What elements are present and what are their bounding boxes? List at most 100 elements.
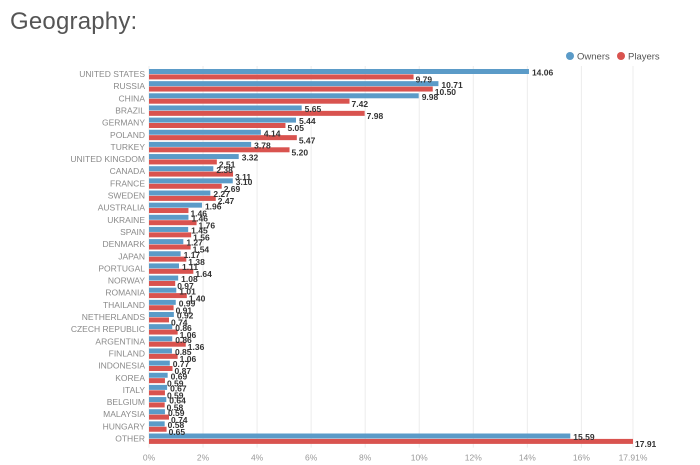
category-label: NORWAY [108, 276, 145, 286]
bar-owners[interactable] [149, 384, 168, 390]
bar-owners[interactable] [149, 397, 167, 403]
data-label: 5.05 [287, 123, 304, 133]
bar-players[interactable] [149, 438, 633, 444]
data-label: 1.76 [199, 220, 216, 230]
data-label: 1.36 [188, 342, 205, 352]
bar-owners[interactable] [149, 69, 529, 74]
category-label: CZECH REPUBLIC [71, 324, 145, 334]
bar-owners[interactable] [149, 190, 211, 196]
legend-swatch-owners[interactable] [566, 52, 574, 60]
bar-players[interactable] [149, 208, 189, 214]
category-label: BELGIUM [107, 397, 145, 407]
bar-owners[interactable] [149, 312, 174, 317]
bar-owners[interactable] [149, 141, 252, 147]
bar-owners[interactable] [149, 287, 177, 293]
bar-players[interactable] [149, 74, 414, 80]
bar-players[interactable] [149, 341, 186, 347]
bar-owners[interactable] [149, 299, 176, 305]
bar-owners[interactable] [149, 275, 179, 281]
bar-players[interactable] [149, 98, 350, 104]
bar-owners[interactable] [149, 214, 189, 220]
bar-players[interactable] [149, 329, 178, 335]
bar-players[interactable] [149, 426, 167, 432]
legend-label-owners[interactable]: Owners [577, 52, 610, 63]
data-label: 3.78 [254, 141, 271, 151]
bar-players[interactable] [149, 378, 165, 384]
bar-owners[interactable] [149, 154, 239, 160]
bar-owners[interactable] [149, 348, 172, 354]
data-label: 0.59 [167, 378, 184, 388]
bar-owners[interactable] [149, 263, 179, 269]
bar-players[interactable] [149, 414, 169, 420]
bar-players[interactable] [149, 110, 365, 116]
data-label: 5.20 [292, 148, 309, 158]
bar-owners[interactable] [149, 336, 173, 342]
bar-players[interactable] [149, 220, 197, 226]
bar-owners[interactable] [149, 81, 439, 87]
bar-players[interactable] [149, 353, 178, 359]
data-label: 10.71 [441, 80, 463, 90]
bar-owners[interactable] [149, 93, 419, 99]
bar-owners[interactable] [149, 129, 261, 135]
bar-owners[interactable] [149, 239, 184, 245]
data-label: 0.86 [175, 323, 192, 333]
bar-players[interactable] [149, 317, 169, 323]
data-label: 0.77 [173, 359, 190, 369]
bar-players[interactable] [149, 366, 173, 371]
bar-players[interactable] [149, 123, 286, 128]
bar-owners[interactable] [149, 202, 202, 208]
x-tick-label: 17.91% [619, 453, 648, 463]
data-label: 0.99 [179, 298, 196, 308]
data-label: 1.11 [182, 262, 198, 272]
data-label: 1.38 [188, 257, 205, 267]
bar-owners[interactable] [149, 105, 302, 111]
x-tick-label: 14% [519, 453, 536, 463]
legend-swatch-players[interactable] [617, 52, 625, 60]
bar-owners[interactable] [149, 251, 181, 257]
bar-owners[interactable] [149, 324, 173, 330]
data-label: 9.79 [416, 75, 433, 85]
bar-owners[interactable] [149, 421, 165, 427]
bar-owners[interactable] [149, 409, 165, 415]
data-label: 0.67 [170, 384, 187, 394]
data-label: 1.27 [186, 238, 203, 248]
bar-owners[interactable] [149, 433, 571, 439]
data-label: 0.64 [169, 396, 186, 406]
bar-owners[interactable] [149, 360, 170, 366]
bar-players[interactable] [149, 86, 433, 92]
bar-players[interactable] [149, 171, 234, 177]
bar-players[interactable] [149, 402, 165, 408]
data-label: 1.06 [180, 354, 197, 364]
bar-owners[interactable] [149, 226, 189, 232]
legend[interactable]: Owners Players [566, 52, 660, 63]
bar-players[interactable] [149, 232, 192, 238]
category-label: INDONESIA [98, 361, 145, 371]
category-label: FINLAND [109, 348, 145, 358]
bar-players[interactable] [149, 390, 165, 396]
bar-players[interactable] [149, 305, 174, 311]
bar-players[interactable] [149, 195, 216, 201]
bar-players[interactable] [149, 135, 297, 141]
data-label: 1.54 [193, 245, 210, 255]
bar-players[interactable] [149, 183, 222, 189]
bar-owners[interactable] [149, 117, 297, 123]
bar-players[interactable] [149, 280, 176, 286]
bar-players[interactable] [149, 244, 191, 250]
category-label: KOREA [115, 373, 145, 383]
bar-players[interactable] [149, 159, 217, 165]
bar-players[interactable] [149, 256, 187, 262]
bar-players[interactable] [149, 293, 187, 299]
data-label: 0.74 [171, 318, 188, 328]
data-label: 17.91 [635, 439, 657, 449]
data-label: 0.58 [167, 403, 184, 413]
legend-label-players[interactable]: Players [628, 52, 660, 63]
bar-owners[interactable] [149, 166, 214, 172]
bar-owners[interactable] [149, 178, 233, 184]
bar-players[interactable] [149, 147, 290, 153]
bar-players[interactable] [149, 268, 194, 274]
data-label: 0.74 [171, 415, 188, 425]
category-label: JAPAN [118, 251, 145, 261]
x-axis: 0% 2% 4% 6% 8% 10% 12% 14% 16% 17.91% [143, 453, 648, 463]
bar-owners[interactable] [149, 372, 168, 378]
